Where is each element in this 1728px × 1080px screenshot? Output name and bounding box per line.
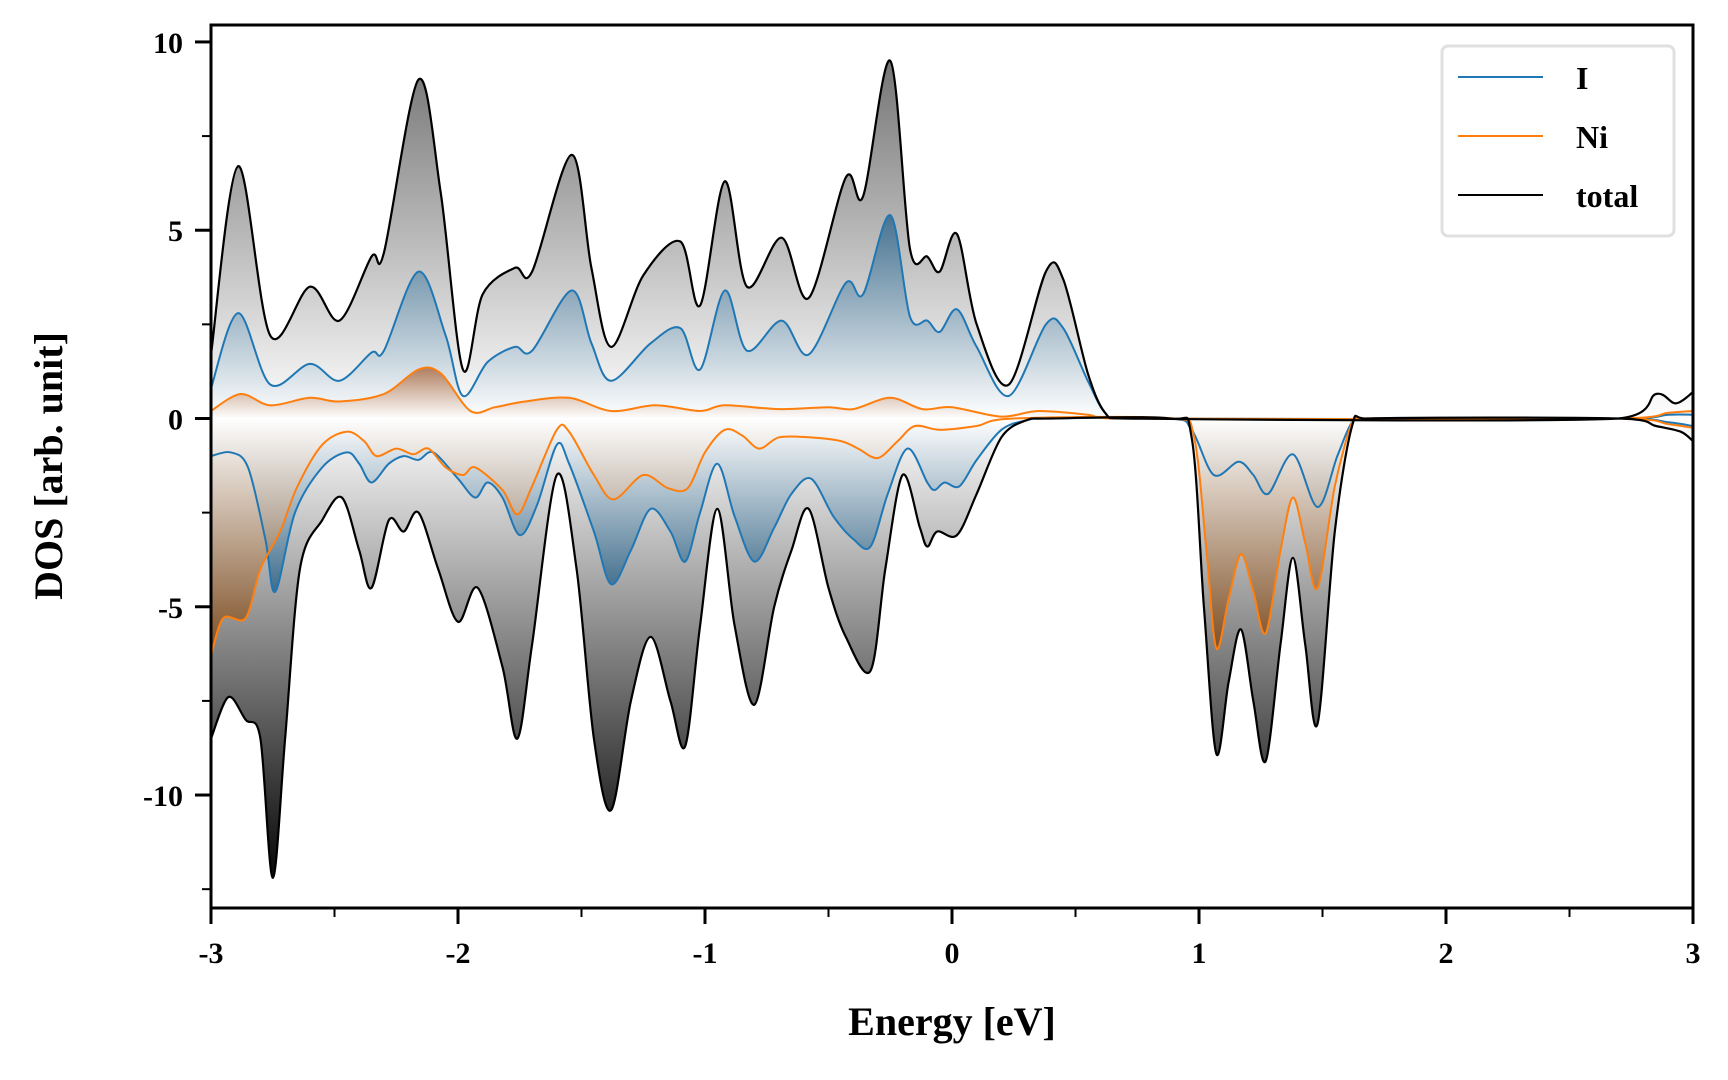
legend-label-ni: Ni bbox=[1576, 119, 1608, 155]
fill-i-up bbox=[211, 215, 1693, 420]
y-tick-label: 5 bbox=[168, 215, 183, 248]
x-axis: -3 -2 -1 0 1 2 3 bbox=[199, 908, 1701, 970]
x-axis-title: Energy [eV] bbox=[848, 999, 1056, 1044]
legend-label-total: total bbox=[1576, 178, 1638, 214]
y-axis-title: DOS [arb. unit] bbox=[26, 332, 71, 600]
x-tick-label: 3 bbox=[1686, 937, 1701, 970]
line-i-up bbox=[211, 214, 1693, 421]
fill-ni-down bbox=[211, 416, 1693, 656]
fill-ni-up bbox=[211, 367, 1693, 420]
x-tick-label: 1 bbox=[1192, 937, 1207, 970]
x-tick-label: -3 bbox=[199, 937, 224, 970]
x-tick-label: 2 bbox=[1439, 937, 1454, 970]
y-tick-label: 10 bbox=[153, 27, 183, 60]
legend: I Ni total bbox=[1440, 44, 1676, 238]
line-i-down bbox=[211, 416, 1693, 593]
line-total-up bbox=[211, 59, 1693, 422]
line-ni-down bbox=[211, 415, 1693, 657]
x-tick-label: -2 bbox=[446, 937, 471, 970]
y-tick-label: 0 bbox=[168, 403, 183, 436]
y-tick-label: -10 bbox=[143, 780, 183, 813]
series-lines bbox=[211, 59, 1693, 880]
x-tick-label: -1 bbox=[693, 937, 718, 970]
y-tick-label: -5 bbox=[158, 592, 183, 625]
legend-box bbox=[1440, 44, 1676, 238]
y-axis: 10 5 0 -5 -10 bbox=[143, 27, 211, 891]
area-fills bbox=[211, 60, 1693, 878]
x-tick-label: 0 bbox=[945, 937, 960, 970]
line-total-down bbox=[211, 414, 1693, 880]
legend-label-i: I bbox=[1576, 60, 1588, 96]
